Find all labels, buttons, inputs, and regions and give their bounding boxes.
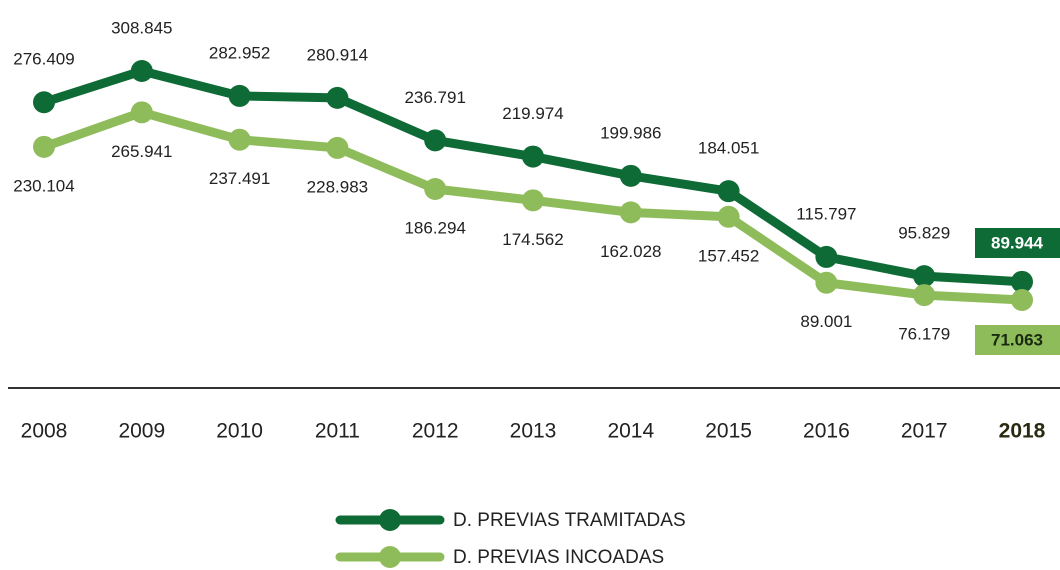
point xyxy=(815,245,838,268)
data-label: 174.562 xyxy=(502,230,563,249)
point xyxy=(913,265,936,288)
x-tick-label: 2011 xyxy=(315,420,360,443)
series-line xyxy=(42,66,1023,287)
legend-label: D. PREVIAS INCOADAS xyxy=(453,547,664,568)
data-label: 184.051 xyxy=(698,139,759,158)
x-tick-label: 2018 xyxy=(999,420,1046,443)
data-label: 308.845 xyxy=(111,18,172,37)
point xyxy=(619,201,642,224)
x-tick-label: 2008 xyxy=(21,420,68,443)
data-label: 199.986 xyxy=(600,123,661,142)
point xyxy=(130,60,153,82)
point xyxy=(815,271,838,294)
legend-marker xyxy=(379,546,401,568)
point xyxy=(326,136,349,159)
point xyxy=(130,101,153,124)
data-label: 230.104 xyxy=(13,176,74,195)
point xyxy=(522,189,544,212)
data-label: 71.063 xyxy=(991,330,1043,349)
point xyxy=(424,178,447,201)
x-tick-label: 2010 xyxy=(216,420,263,443)
point xyxy=(717,205,740,228)
point xyxy=(1011,270,1033,293)
x-tick-label: 2012 xyxy=(412,420,459,443)
point xyxy=(424,129,447,152)
data-label: 236.791 xyxy=(404,88,465,107)
point xyxy=(522,145,544,168)
data-label: 89.001 xyxy=(800,312,852,331)
point xyxy=(717,180,740,203)
point xyxy=(33,135,55,158)
data-label: 76.179 xyxy=(898,325,950,344)
data-label: 89.944 xyxy=(991,233,1044,252)
point xyxy=(1011,289,1033,311)
data-label: 282.952 xyxy=(209,43,270,62)
data-label: 280.914 xyxy=(307,45,368,64)
label-box xyxy=(975,325,1060,355)
point xyxy=(228,84,251,107)
label-box xyxy=(975,228,1060,258)
data-label: 265.941 xyxy=(111,142,172,161)
data-label: 115.797 xyxy=(796,204,856,223)
x-tick-label: 2014 xyxy=(607,420,654,443)
point xyxy=(913,284,936,307)
data-label: 162.028 xyxy=(600,242,661,261)
x-tick-label: 2009 xyxy=(118,420,165,443)
data-label: 276.409 xyxy=(13,50,74,69)
data-label: 237.491 xyxy=(209,169,270,188)
x-tick-label: 2017 xyxy=(901,420,948,443)
data-label: 219.974 xyxy=(502,104,563,123)
point xyxy=(326,86,349,109)
point xyxy=(33,91,55,114)
data-label: 157.452 xyxy=(698,246,759,265)
legend-label: D. PREVIAS TRAMITADAS xyxy=(453,510,686,531)
point xyxy=(619,164,642,187)
x-tick-label: 2016 xyxy=(803,420,850,443)
data-label: 95.829 xyxy=(898,224,950,243)
legend-marker xyxy=(379,509,401,531)
x-tick-label: 2015 xyxy=(705,420,752,443)
data-label: 228.983 xyxy=(307,177,368,196)
x-tick-label: 2013 xyxy=(510,420,557,443)
data-label: 186.294 xyxy=(404,219,465,238)
point xyxy=(228,128,251,151)
